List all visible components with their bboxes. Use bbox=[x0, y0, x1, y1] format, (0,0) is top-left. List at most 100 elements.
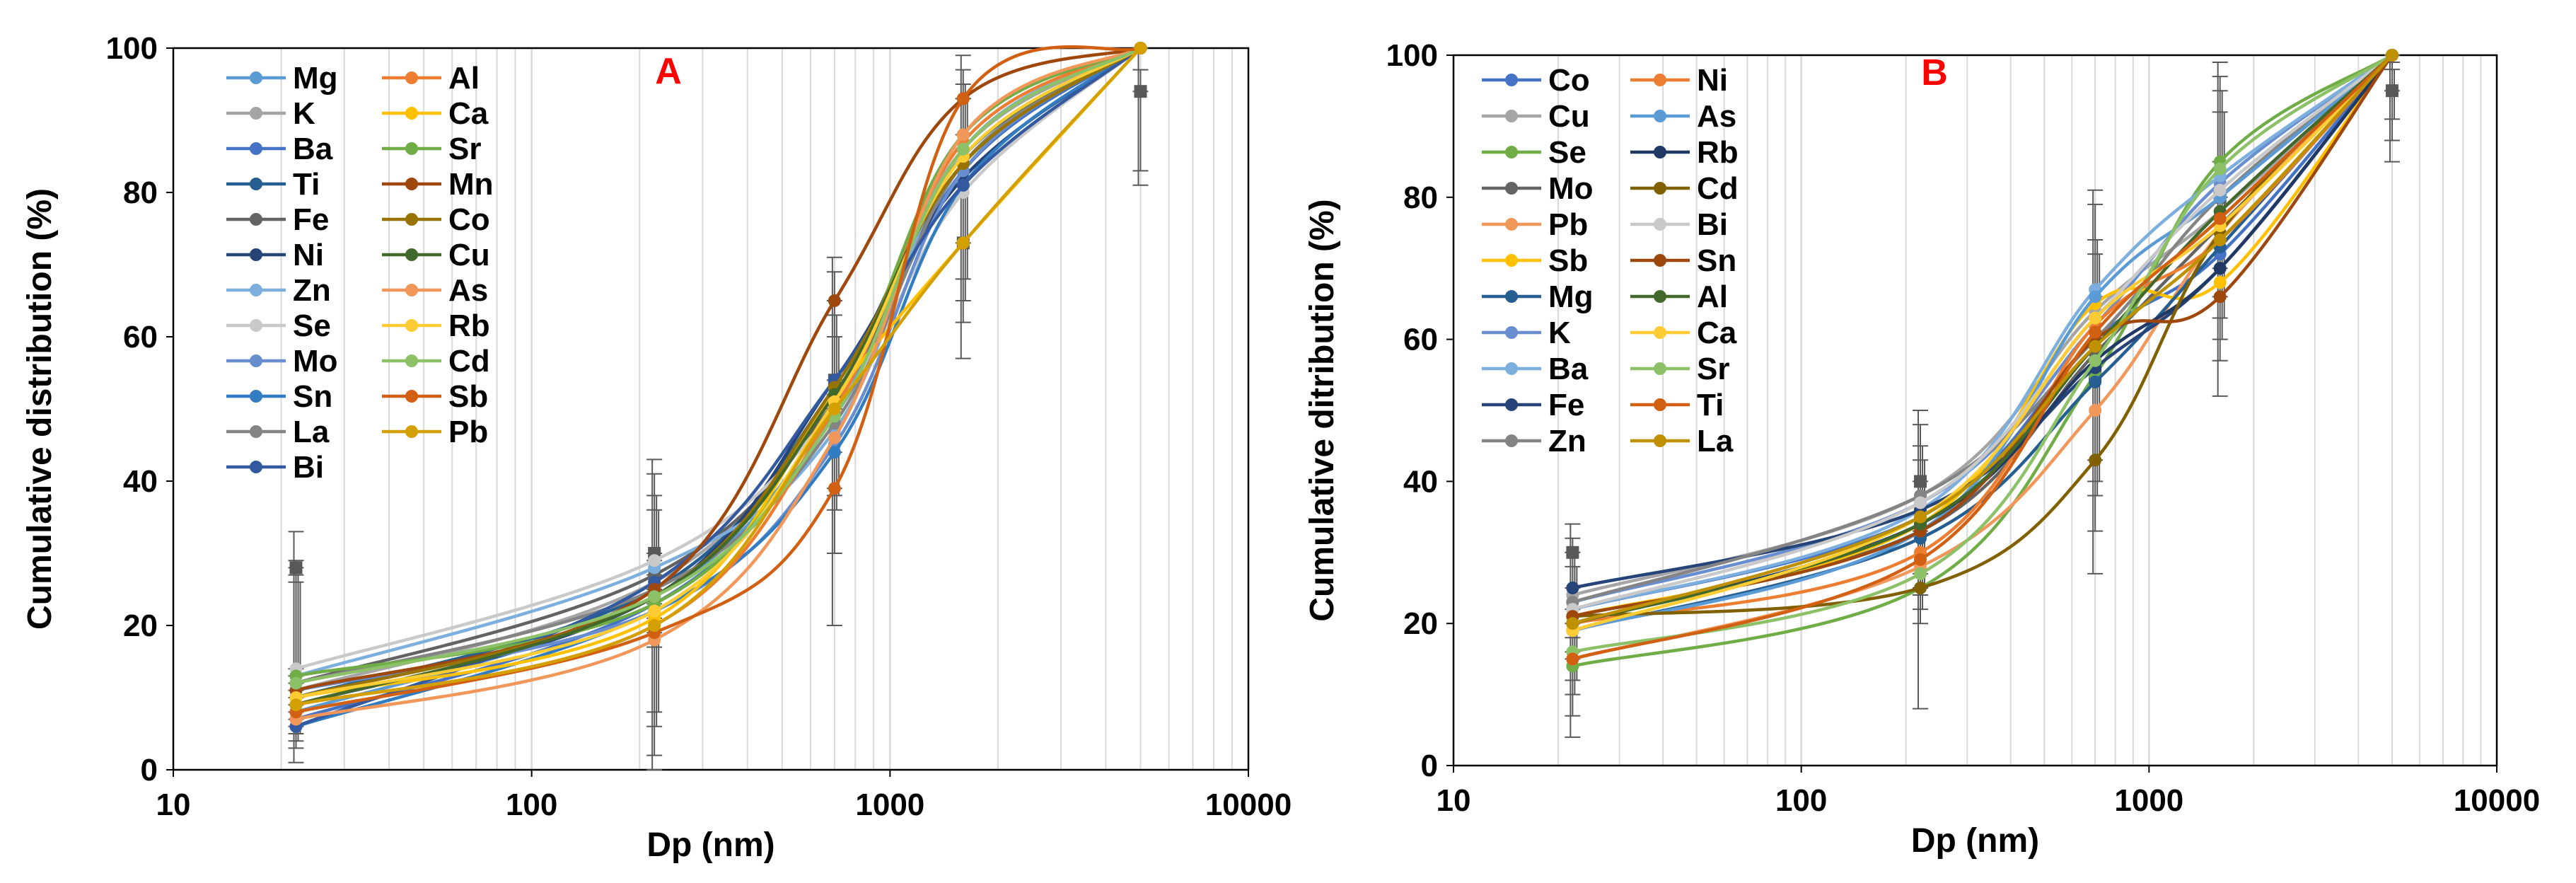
legend-marker bbox=[250, 107, 262, 120]
legend-marker bbox=[405, 354, 418, 367]
legend-item: K bbox=[1482, 316, 1571, 350]
error-bar-marker bbox=[1914, 475, 1927, 488]
legend-item: Se bbox=[226, 308, 331, 343]
error-bar-marker bbox=[1134, 85, 1147, 98]
error-bar-marker bbox=[289, 561, 303, 575]
legend-label: As bbox=[1697, 99, 1736, 134]
y-tick-label: 40 bbox=[1403, 464, 1438, 499]
legend-item: Co bbox=[382, 202, 490, 237]
plot-frame bbox=[1452, 54, 2498, 767]
legend-label: Ni bbox=[1697, 63, 1728, 98]
data-point bbox=[2213, 276, 2227, 289]
legend-item: Sr bbox=[1630, 352, 1729, 386]
legend-item: Sb bbox=[1482, 243, 1588, 278]
legend-label: Pb bbox=[448, 415, 488, 449]
x-tick-label: 10000 bbox=[1205, 787, 1292, 822]
legend-label: K bbox=[293, 96, 315, 131]
legend-item: La bbox=[1630, 424, 1734, 458]
data-point bbox=[2089, 325, 2102, 339]
legend-label: Fe bbox=[293, 202, 329, 237]
legend-marker bbox=[250, 213, 262, 226]
legend-marker bbox=[1505, 74, 1518, 86]
data-point bbox=[2213, 262, 2227, 275]
legend-label: Ba bbox=[1548, 352, 1589, 386]
legend-item: Bi bbox=[1630, 207, 1728, 242]
y-axis-title: Cumulative ditribution (%) bbox=[1304, 199, 1341, 621]
x-tick-label: 1000 bbox=[855, 787, 924, 822]
data-point bbox=[828, 431, 841, 444]
legend-marker bbox=[1505, 326, 1518, 339]
legend-marker bbox=[250, 142, 262, 155]
y-tick-label: 0 bbox=[1421, 749, 1438, 783]
legend-label: Se bbox=[293, 308, 331, 343]
legend-item: Mn bbox=[382, 167, 494, 202]
data-point bbox=[2213, 233, 2227, 247]
legend-marker bbox=[250, 284, 262, 296]
legend-marker bbox=[250, 319, 262, 332]
legend-item: Al bbox=[1630, 279, 1728, 314]
data-point bbox=[1566, 652, 1579, 666]
x-tick-label: 10000 bbox=[2454, 783, 2540, 818]
legend-marker bbox=[1654, 326, 1666, 339]
legend-item: Ti bbox=[1630, 388, 1724, 422]
legend-label: Rb bbox=[448, 308, 490, 343]
data-point bbox=[648, 590, 661, 604]
legend-marker bbox=[1505, 218, 1518, 231]
series-line bbox=[1572, 54, 2394, 633]
legend-label: Pb bbox=[1548, 207, 1588, 242]
series-line bbox=[295, 47, 1142, 685]
series-line bbox=[295, 47, 1142, 700]
y-tick-label: 100 bbox=[106, 31, 158, 66]
data-point bbox=[828, 403, 841, 415]
legend-label: Cd bbox=[1697, 171, 1739, 206]
legend-marker bbox=[1654, 218, 1666, 231]
legend-item: Mg bbox=[1482, 279, 1594, 314]
legend-marker bbox=[405, 284, 418, 296]
legend-marker bbox=[1654, 398, 1666, 411]
legend-marker bbox=[405, 142, 418, 155]
legend-item: Ca bbox=[382, 96, 489, 131]
data-point bbox=[956, 128, 970, 142]
legend-label: Mg bbox=[1548, 279, 1594, 314]
legend-item: Rb bbox=[1630, 135, 1739, 170]
legend-item: Ca bbox=[1630, 316, 1737, 350]
data-point bbox=[1134, 42, 1147, 54]
legend-marker bbox=[250, 390, 262, 403]
chart-panel-b: 0 20 40 60 80 100 10 100 1000 10000 Dp (nm) Cumulat… bbox=[1304, 38, 2540, 860]
x-tick-label: 10 bbox=[1437, 783, 1471, 818]
data-point bbox=[1914, 510, 1927, 524]
legend-item: Mg bbox=[226, 61, 338, 96]
data-point bbox=[2089, 290, 2102, 304]
x-tick-label: 100 bbox=[1775, 783, 1827, 818]
legend-label: Co bbox=[448, 202, 490, 237]
data-point bbox=[1914, 553, 1927, 566]
legend-marker bbox=[405, 178, 418, 190]
error-bar-marker bbox=[2385, 84, 2398, 98]
legend-marker bbox=[1505, 290, 1518, 303]
data-point bbox=[2089, 404, 2102, 417]
y-tick-label: 80 bbox=[123, 175, 158, 210]
legend-item: Ba bbox=[1482, 352, 1589, 386]
legend-item: Sb bbox=[382, 379, 488, 414]
legend-item: Mo bbox=[1482, 171, 1594, 206]
legend-label: La bbox=[1697, 424, 1734, 458]
legend-item: Fe bbox=[1482, 388, 1584, 422]
data-point bbox=[2385, 49, 2398, 62]
series-line bbox=[1572, 54, 2394, 618]
data-point bbox=[2089, 354, 2102, 367]
series-line bbox=[1572, 54, 2394, 625]
plot-area bbox=[173, 48, 1248, 770]
series-sr bbox=[1566, 49, 2398, 659]
legend-label: La bbox=[293, 415, 330, 449]
data-point bbox=[2213, 290, 2227, 304]
panel-label: B bbox=[1921, 52, 1948, 93]
legend-label: Bi bbox=[1697, 207, 1728, 242]
data-point bbox=[289, 698, 303, 712]
legend-marker bbox=[1654, 182, 1666, 195]
legend-item: Rb bbox=[382, 308, 490, 343]
legend-item: Se bbox=[1482, 135, 1586, 170]
series-line bbox=[296, 46, 1142, 721]
legend-marker bbox=[250, 178, 262, 190]
data-point bbox=[1566, 617, 1579, 630]
